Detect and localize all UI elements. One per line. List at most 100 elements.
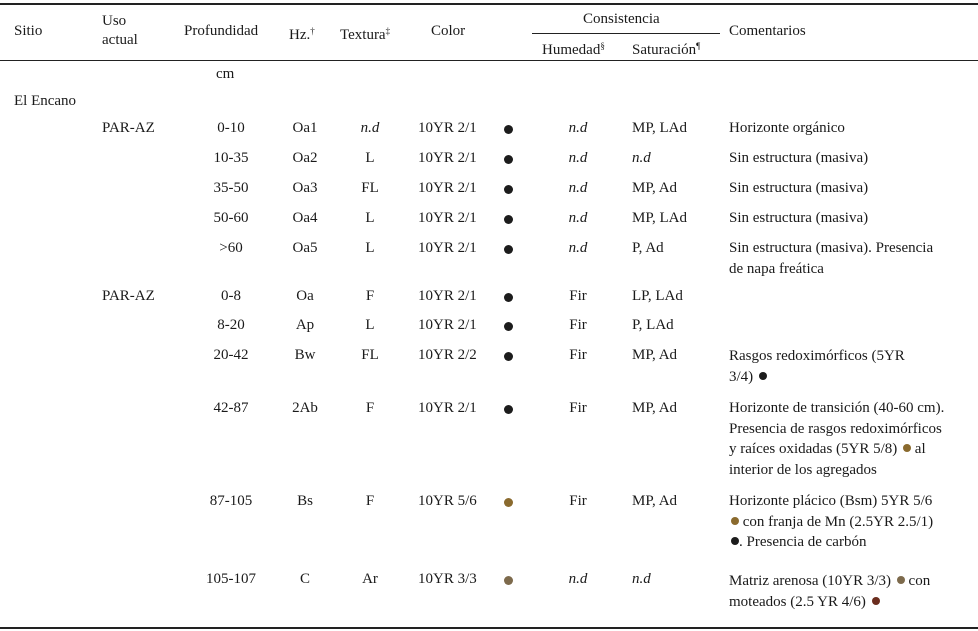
comentario: Sin estructura (masiva) bbox=[729, 148, 969, 169]
comentario-line: . Presencia de carbón bbox=[729, 532, 969, 553]
comentario: Horizonte de transición (40-60 cm). Prese… bbox=[729, 398, 969, 480]
color-swatch bbox=[504, 576, 513, 585]
comentario-line: interior de los agregados bbox=[729, 461, 877, 478]
saturacion: MP, Ad bbox=[632, 180, 678, 196]
color-swatch bbox=[504, 155, 513, 164]
header-comentarios: Comentarios bbox=[729, 23, 806, 39]
color-swatch bbox=[504, 125, 513, 134]
humedad: n.d bbox=[568, 210, 588, 226]
saturacion: MP, Ad bbox=[632, 347, 678, 363]
humedad: Fir bbox=[569, 288, 587, 304]
profundidad: 42-87 bbox=[213, 400, 249, 416]
color-value: 10YR 2/1 bbox=[418, 317, 477, 333]
humedad: n.d bbox=[568, 120, 588, 136]
header-sitio: Sitio bbox=[14, 23, 43, 39]
humedad: Fir bbox=[569, 317, 587, 333]
comentario-line: Matriz arenosa (10YR 3/3) con bbox=[729, 573, 931, 589]
saturacion: P, LAd bbox=[632, 317, 674, 333]
site-name: El Encano bbox=[14, 93, 77, 109]
consistencia-rule bbox=[532, 33, 720, 34]
horizonte: 2Ab bbox=[292, 400, 318, 416]
inline-con: con bbox=[904, 573, 931, 589]
header-saturacion-label: Saturación bbox=[632, 42, 697, 58]
comentario-line: Presencia de rasgos redoximórficos bbox=[729, 420, 942, 437]
horizonte: Oa5 bbox=[292, 240, 318, 256]
comentario-line: Horizonte de transición (40-60 cm). bbox=[729, 400, 945, 416]
textura: L bbox=[365, 317, 375, 333]
color-swatch bbox=[504, 215, 513, 224]
humedad: n.d bbox=[568, 150, 588, 166]
color-value: 10YR 2/2 bbox=[418, 347, 477, 363]
horizonte: Oa3 bbox=[292, 180, 318, 196]
uso-actual: PAR-AZ bbox=[102, 288, 155, 304]
profundidad: >60 bbox=[219, 240, 243, 256]
saturacion: LP, LAd bbox=[632, 288, 683, 304]
comentario-line: con franja de Mn (2.5YR 2.5/1) bbox=[729, 512, 969, 533]
humedad: Fir bbox=[569, 347, 587, 363]
color-dot-icon bbox=[758, 371, 767, 380]
profundidad: 20-42 bbox=[213, 347, 249, 363]
profundidad: 50-60 bbox=[213, 210, 249, 226]
header-humedad: Humedad§ bbox=[542, 37, 605, 60]
comentario-line: Sin estructura (masiva) bbox=[729, 210, 869, 226]
comentario-line: 3/4) bbox=[729, 367, 969, 388]
profundidad: 87-105 bbox=[209, 493, 253, 509]
color-dot-icon bbox=[731, 537, 739, 545]
textura: L bbox=[365, 210, 375, 226]
color-value: 10YR 2/1 bbox=[418, 210, 477, 226]
comentario-line: Sin estructura (masiva). Presencia bbox=[729, 240, 934, 256]
inline-al: al bbox=[911, 441, 926, 457]
comentario: Matriz arenosa (10YR 3/3) con moteados (2… bbox=[729, 571, 969, 612]
color-swatch bbox=[504, 405, 513, 414]
humedad: n.d bbox=[568, 240, 588, 256]
comentario-line: y raíces oxidadas (5YR 5/8) al bbox=[729, 441, 926, 457]
humedad: Fir bbox=[569, 493, 587, 509]
comentario-line: Horizonte plácico (Bsm) 5YR 5/6 bbox=[729, 493, 933, 509]
saturacion: MP, Ad bbox=[632, 493, 678, 509]
horizonte: Bw bbox=[294, 347, 316, 363]
profundidad: 105-107 bbox=[206, 571, 256, 587]
horizonte: Ap bbox=[295, 317, 315, 333]
saturacion: MP, LAd bbox=[632, 120, 688, 136]
header-saturacion: Saturación¶ bbox=[632, 37, 700, 60]
header-humedad-mark: § bbox=[600, 41, 605, 51]
horizonte: C bbox=[299, 571, 311, 587]
comentario: Horizonte orgánico bbox=[729, 118, 969, 139]
header-uso: Uso actual bbox=[102, 12, 138, 50]
profundidad: 10-35 bbox=[213, 150, 249, 166]
color-swatch bbox=[504, 322, 513, 331]
color-value: 10YR 5/6 bbox=[418, 493, 477, 509]
header-uso-line1: Uso bbox=[102, 13, 127, 29]
comentario: Horizonte plácico (Bsm) 5YR 5/6 con fran… bbox=[729, 491, 969, 553]
color-swatch bbox=[504, 245, 513, 254]
textura: F bbox=[365, 493, 375, 509]
humedad: Fir bbox=[569, 400, 587, 416]
header-textura-mark: ‡ bbox=[385, 26, 391, 36]
saturacion: MP, LAd bbox=[632, 210, 688, 226]
color-swatch bbox=[504, 293, 513, 302]
color-value: 10YR 2/1 bbox=[418, 180, 477, 196]
profundidad: 35-50 bbox=[213, 180, 249, 196]
table-bottom-rule bbox=[0, 627, 978, 629]
horizonte: Oa1 bbox=[292, 120, 318, 136]
header-consistencia: Consistencia bbox=[583, 11, 660, 27]
comentario-line: Rasgos redoximórficos (5YR bbox=[729, 348, 905, 364]
header-saturacion-mark: ¶ bbox=[696, 41, 701, 51]
unit-label: cm bbox=[216, 66, 235, 82]
comentario: Rasgos redoximórficos (5YR 3/4) bbox=[729, 346, 969, 387]
comentario-line: Sin estructura (masiva) bbox=[729, 150, 869, 166]
textura: FL bbox=[361, 347, 379, 363]
comentario: Sin estructura (masiva). Presencia de nap… bbox=[729, 238, 969, 279]
header-color: Color bbox=[431, 23, 466, 39]
textura: F bbox=[365, 400, 375, 416]
saturacion: n.d bbox=[632, 150, 651, 166]
textura: Ar bbox=[362, 571, 378, 587]
humedad: n.d bbox=[568, 180, 588, 196]
color-value: 10YR 2/1 bbox=[418, 120, 477, 136]
comentario: Sin estructura (masiva) bbox=[729, 208, 969, 229]
color-dot-icon bbox=[896, 576, 905, 584]
comentario-line: Sin estructura (masiva) bbox=[729, 180, 869, 196]
table-header-rule bbox=[0, 60, 978, 61]
table-top-rule bbox=[0, 3, 978, 5]
header-hz-mark: † bbox=[310, 26, 315, 36]
